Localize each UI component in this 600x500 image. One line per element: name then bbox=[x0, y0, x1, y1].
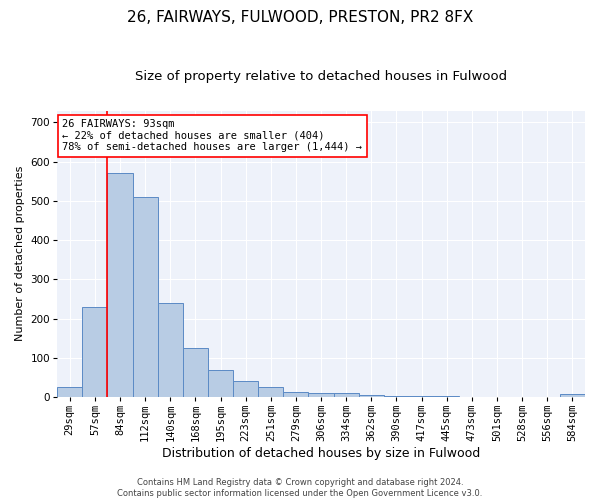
Bar bbox=[57, 387, 82, 397]
Bar bbox=[283, 392, 308, 397]
Bar bbox=[308, 393, 334, 397]
Title: Size of property relative to detached houses in Fulwood: Size of property relative to detached ho… bbox=[135, 70, 507, 83]
Bar bbox=[133, 197, 158, 397]
X-axis label: Distribution of detached houses by size in Fulwood: Distribution of detached houses by size … bbox=[162, 447, 480, 460]
Text: 26, FAIRWAYS, FULWOOD, PRESTON, PR2 8FX: 26, FAIRWAYS, FULWOOD, PRESTON, PR2 8FX bbox=[127, 10, 473, 25]
Bar bbox=[208, 370, 233, 397]
Bar bbox=[359, 395, 384, 397]
Bar bbox=[409, 396, 434, 397]
Y-axis label: Number of detached properties: Number of detached properties bbox=[15, 166, 25, 342]
Bar bbox=[158, 303, 183, 397]
Bar bbox=[107, 174, 133, 397]
Text: 26 FAIRWAYS: 93sqm
← 22% of detached houses are smaller (404)
78% of semi-detach: 26 FAIRWAYS: 93sqm ← 22% of detached hou… bbox=[62, 119, 362, 152]
Bar bbox=[183, 348, 208, 397]
Bar bbox=[334, 393, 359, 397]
Bar bbox=[233, 380, 258, 397]
Bar bbox=[560, 394, 585, 397]
Bar bbox=[384, 396, 409, 397]
Bar bbox=[258, 387, 283, 397]
Text: Contains HM Land Registry data © Crown copyright and database right 2024.
Contai: Contains HM Land Registry data © Crown c… bbox=[118, 478, 482, 498]
Bar bbox=[434, 396, 460, 397]
Bar bbox=[82, 307, 107, 397]
